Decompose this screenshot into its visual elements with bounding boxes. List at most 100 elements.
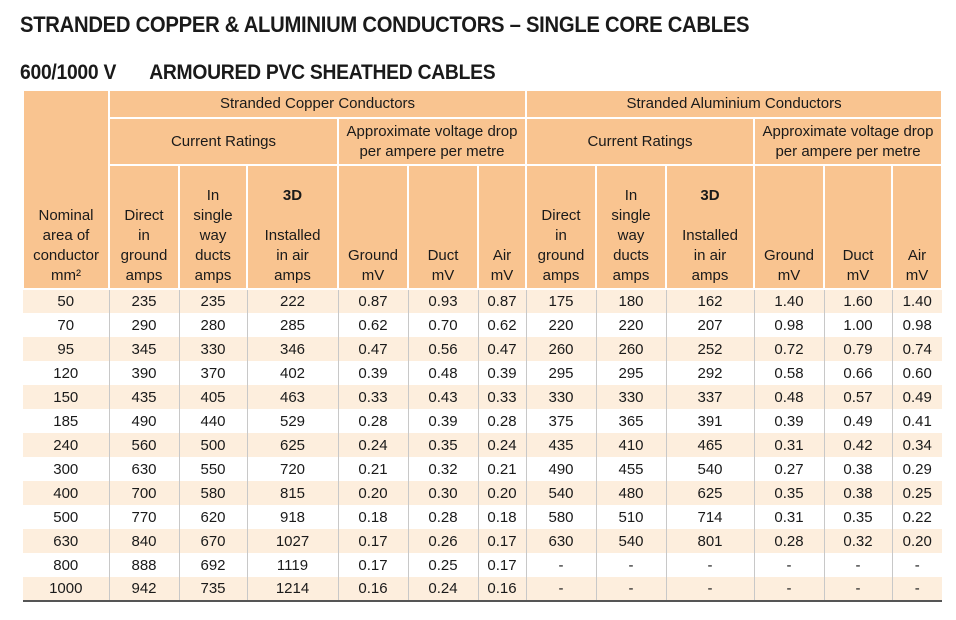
table-cell: - xyxy=(891,577,943,602)
table-cell: 455 xyxy=(595,457,666,481)
table-cell: 0.31 xyxy=(753,433,824,457)
table-cell: 620 xyxy=(178,505,247,529)
table-row: 400 700 580 815 0.20 0.30 0.20 540 480 625 0.35 0.3… xyxy=(23,481,943,505)
header-al-ground: Ground mV xyxy=(753,164,825,290)
table-cell: 550 xyxy=(178,457,247,481)
table-cell: 290 xyxy=(108,313,179,337)
nominal-area-cell: 630 xyxy=(23,529,109,553)
table-cell: 175 xyxy=(525,289,596,313)
table-cell: 0.21 xyxy=(337,457,408,481)
table-cell: 0.32 xyxy=(823,529,892,553)
table-cell: - xyxy=(665,553,754,577)
table-cell: 720 xyxy=(246,457,338,481)
header-cu-single: In single way ducts amps xyxy=(178,164,248,290)
table-cell: - xyxy=(595,577,666,602)
table-cell: 480 xyxy=(595,481,666,505)
table-cell: 0.20 xyxy=(891,529,943,553)
table-cell: 0.60 xyxy=(891,361,943,385)
table-cell: 0.18 xyxy=(337,505,408,529)
table-cell: 1.00 xyxy=(823,313,892,337)
table-cell: 0.66 xyxy=(823,361,892,385)
table-cell: 330 xyxy=(525,385,596,409)
nominal-area-cell: 800 xyxy=(23,553,109,577)
table-cell: 0.48 xyxy=(753,385,824,409)
table-cell: 207 xyxy=(665,313,754,337)
table-cell: - xyxy=(525,577,596,602)
table-cell: 580 xyxy=(525,505,596,529)
header-al-single: In single way ducts amps xyxy=(595,164,667,290)
table-cell: 1.60 xyxy=(823,289,892,313)
header-cu-direct: Direct in ground amps xyxy=(108,164,180,290)
nominal-area-cell: 95 xyxy=(23,337,109,361)
table-cell: 235 xyxy=(108,289,179,313)
table-cell: 540 xyxy=(595,529,666,553)
table-cell: 222 xyxy=(246,289,338,313)
table-cell: 365 xyxy=(595,409,666,433)
header-cu-air: Air mV xyxy=(477,164,527,290)
table-cell: 0.17 xyxy=(477,529,526,553)
table-subtitle: 600/1000 V ARMOURED PVC SHEATHED CABLES xyxy=(20,61,496,85)
table-cell: 330 xyxy=(595,385,666,409)
table-row: 150 435 405 463 0.33 0.43 0.33 330 330 337 0.48 0.5… xyxy=(23,385,943,409)
table-cell: 670 xyxy=(178,529,247,553)
table-cell: 0.87 xyxy=(477,289,526,313)
table-cell: - xyxy=(525,553,596,577)
table-cell: 0.43 xyxy=(407,385,478,409)
table-cell: 0.20 xyxy=(337,481,408,505)
table-cell: 529 xyxy=(246,409,338,433)
table-cell: 285 xyxy=(246,313,338,337)
table-cell: 370 xyxy=(178,361,247,385)
table-cell: 440 xyxy=(178,409,247,433)
nominal-area-cell: 185 xyxy=(23,409,109,433)
header-aluminium-current-ratings: Current Ratings xyxy=(525,117,755,166)
header-al-air: Air mV xyxy=(890,164,944,290)
table-cell: - xyxy=(665,577,754,602)
table-cell: 918 xyxy=(246,505,338,529)
table-cell: 0.79 xyxy=(823,337,892,361)
table-row: 800 888 692 1119 0.17 0.25 0.17- - - - - - xyxy=(23,553,943,577)
header-al-duct: Duct mV xyxy=(823,164,893,290)
table-cell: 0.48 xyxy=(407,361,478,385)
table-cell: 0.28 xyxy=(753,529,824,553)
table-cell: 1119 xyxy=(246,553,338,577)
table-cell: - xyxy=(753,577,824,602)
table-cell: - xyxy=(823,553,892,577)
table-cell: 0.39 xyxy=(477,361,526,385)
table-cell: 0.47 xyxy=(477,337,526,361)
table-cell: 0.38 xyxy=(823,457,892,481)
table-row: 630 840 670 1027 0.17 0.26 0.17 630 540 801 0.28 0.… xyxy=(23,529,943,553)
table-cell: 0.70 xyxy=(407,313,478,337)
nominal-area-cell: 500 xyxy=(23,505,109,529)
table-cell: 0.39 xyxy=(337,361,408,385)
table-row: 70 290 280 285 0.62 0.70 0.62 220 220 207 0.98 1.00… xyxy=(23,313,943,337)
nominal-area-cell: 240 xyxy=(23,433,109,457)
cable-type: ARMOURED PVC SHEATHED CABLES xyxy=(149,61,496,84)
table-cell: 0.49 xyxy=(891,385,943,409)
table-row: 185 490 440 529 0.28 0.39 0.28 375 365 391 0.39 0.4… xyxy=(23,409,943,433)
page-title: STRANDED COPPER & ALUMINIUM CONDUCTORS –… xyxy=(20,12,750,37)
table-cell: 0.32 xyxy=(407,457,478,481)
table-cell: 410 xyxy=(595,433,666,457)
header-al-installed: 3D Installed in air amps xyxy=(665,164,755,290)
table-cell: 252 xyxy=(665,337,754,361)
table-cell: 540 xyxy=(525,481,596,505)
table-cell: 0.74 xyxy=(891,337,943,361)
header-cu-duct: Duct mV xyxy=(407,164,479,290)
header-al-direct: Direct in ground amps xyxy=(525,164,597,290)
table-cell: 630 xyxy=(108,457,179,481)
table-cell: 1214 xyxy=(246,577,338,602)
table-cell: 0.62 xyxy=(477,313,526,337)
table-cell: 0.28 xyxy=(477,409,526,433)
table-cell: 435 xyxy=(108,385,179,409)
table-cell: 0.42 xyxy=(823,433,892,457)
table-cell: 801 xyxy=(665,529,754,553)
table-cell: 630 xyxy=(525,529,596,553)
table-cell: 540 xyxy=(665,457,754,481)
table-cell: 942 xyxy=(108,577,179,602)
table-cell: 815 xyxy=(246,481,338,505)
table-cell: 0.22 xyxy=(891,505,943,529)
table-cell: 0.35 xyxy=(407,433,478,457)
table-cell: 490 xyxy=(108,409,179,433)
table-cell: 295 xyxy=(595,361,666,385)
table-cell: 0.24 xyxy=(407,577,478,602)
